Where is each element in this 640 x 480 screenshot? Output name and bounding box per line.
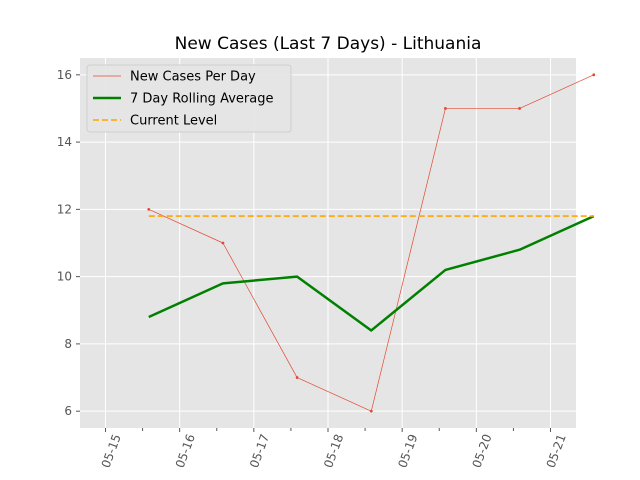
- data-point: [592, 73, 596, 77]
- y-tick-label: 10: [57, 270, 72, 284]
- legend-label: 7 Day Rolling Average: [130, 92, 273, 107]
- y-tick-label: 12: [57, 202, 72, 216]
- data-point: [518, 107, 522, 110]
- legend-box: [86, 64, 292, 133]
- y-tick-label: 14: [57, 135, 72, 149]
- chart-title: New Cases (Last 7 Days) - Lithuania: [175, 34, 482, 54]
- data-point: [295, 376, 299, 379]
- data-point: [444, 107, 447, 110]
- legend: New Cases Per Day 7 Day Rolling Average Cu…: [86, 64, 292, 133]
- series: [147, 73, 596, 413]
- data-point: [147, 207, 151, 211]
- data-point: [221, 241, 225, 245]
- y-tick-label: 6: [64, 404, 72, 418]
- y-tick-label: 16: [57, 68, 72, 82]
- y-tick-label: 8: [64, 337, 72, 351]
- series-line-1: [148, 214, 595, 332]
- data-point: [369, 409, 373, 413]
- legend-label: Current Level: [130, 114, 217, 129]
- legend-label: New Cases Per Day: [130, 70, 256, 85]
